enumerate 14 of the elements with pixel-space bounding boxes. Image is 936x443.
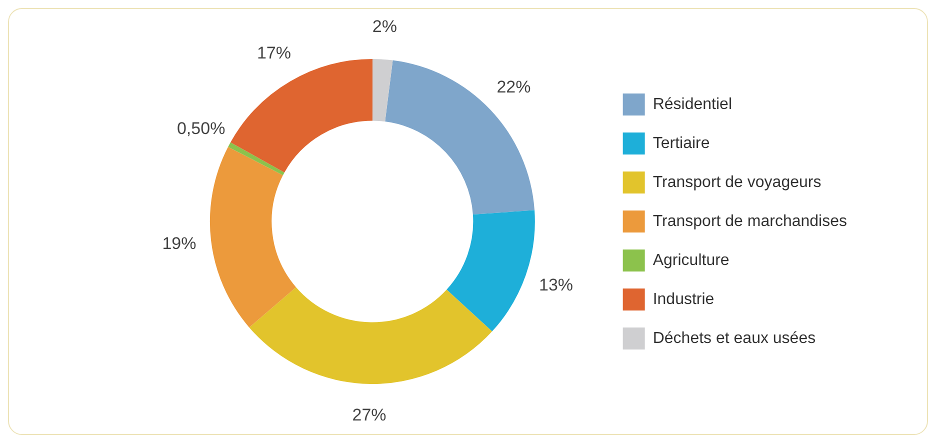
legend-label: Agriculture: [652, 252, 730, 269]
data-label: 0,50%: [176, 119, 226, 138]
legend-label: Déchets et eaux usées: [652, 330, 816, 347]
legend-label: Résidentiel: [652, 96, 732, 113]
data-label: 19%: [162, 234, 196, 253]
legend-label: Transport de marchandises: [652, 212, 848, 230]
data-label: 17%: [256, 43, 291, 62]
data-label: 2%: [372, 17, 397, 36]
legend-label: Transport de voyageurs: [652, 174, 822, 191]
data-label: 27%: [352, 406, 386, 425]
legend-label: Tertiaire: [652, 134, 710, 152]
data-label: 13%: [538, 275, 574, 294]
legend-label: Industrie: [652, 290, 714, 308]
data-label: 22%: [496, 78, 531, 97]
